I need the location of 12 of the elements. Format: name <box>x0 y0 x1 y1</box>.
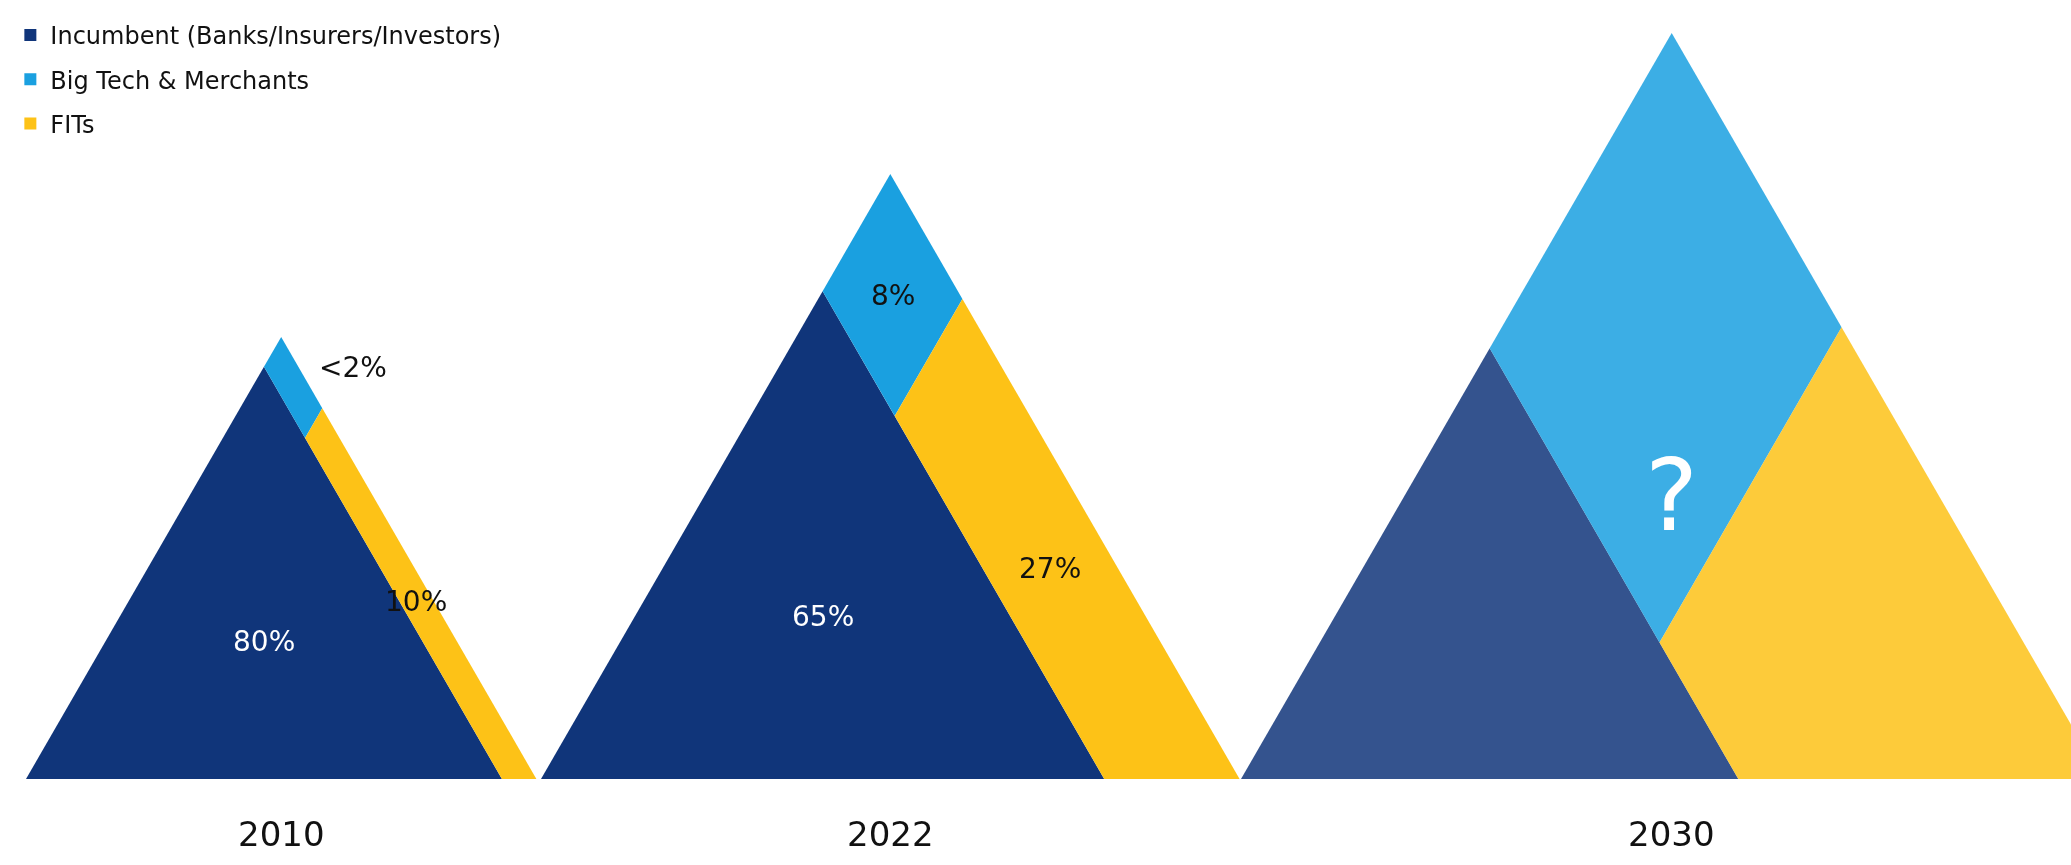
category-label: 2022 <box>847 814 934 854</box>
category-label: 2010 <box>238 814 325 854</box>
data-label: 27% <box>1019 552 1082 585</box>
text: ? <box>1645 437 1699 554</box>
legend-label: Big Tech & Merchants <box>50 66 310 95</box>
legend-label: FITs <box>50 110 95 139</box>
data-label: 65% <box>792 600 855 633</box>
data-label: 8% <box>871 279 916 312</box>
data-label: <2% <box>319 351 387 384</box>
legend-label: Incumbent (Banks/Insurers/Investors) <box>50 22 502 51</box>
data-label: 80% <box>233 625 296 658</box>
category-label: 2030 <box>1628 814 1715 854</box>
